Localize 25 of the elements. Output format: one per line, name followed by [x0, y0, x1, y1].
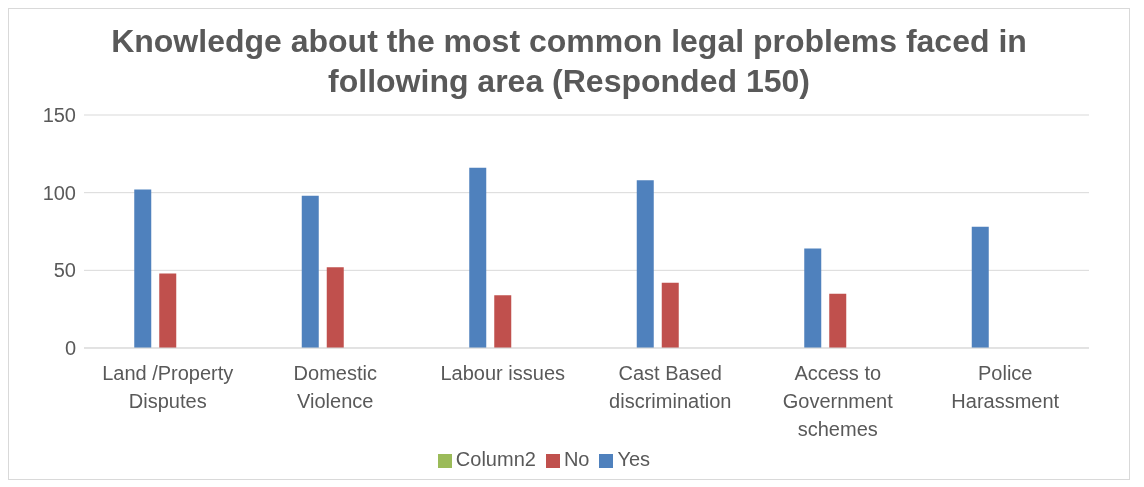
bar	[159, 273, 177, 348]
x-tick-label: Labour issues	[440, 362, 566, 384]
x-tick-label: Access to Government schemes	[782, 362, 894, 440]
y-tick-label: 100	[42, 181, 76, 204]
y-tick-label: 50	[53, 259, 76, 282]
bar	[134, 189, 152, 348]
bar	[494, 295, 512, 348]
bar	[326, 267, 344, 348]
bar	[804, 248, 822, 348]
bar	[661, 282, 679, 348]
bar	[971, 226, 989, 348]
y-tick-label: 0	[64, 337, 76, 360]
bar	[469, 167, 487, 348]
x-tick-label: Domestic Violence	[293, 362, 377, 412]
y-tick-label: 150	[42, 104, 76, 127]
chart-title: Knowledge about the most common legal problems faced in following area (Responded 150)	[110, 22, 1028, 101]
x-tick-label: Cast Based discrimination	[609, 362, 732, 412]
x-tick-label: Police Harassment	[951, 362, 1060, 412]
legend-label: Column2	[455, 448, 536, 470]
bar	[301, 195, 319, 348]
bar	[636, 180, 654, 348]
legend-label: No	[563, 448, 590, 470]
x-tick-label: Land /Property Disputes	[102, 362, 234, 412]
bar	[829, 293, 847, 348]
legend-label: Yes	[617, 448, 651, 470]
